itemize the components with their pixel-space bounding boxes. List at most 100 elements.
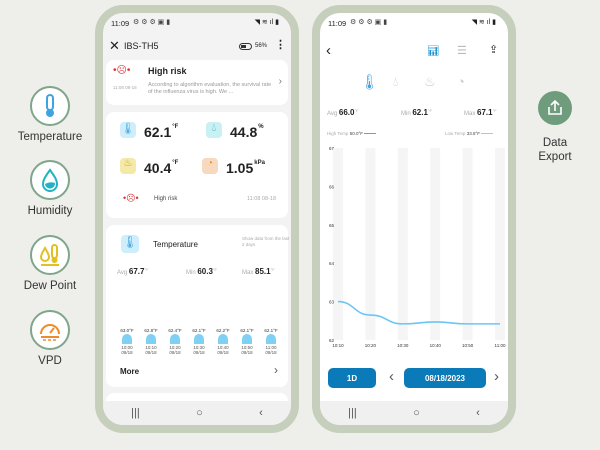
y-tick-label: 63 bbox=[329, 300, 335, 305]
battery-icon bbox=[239, 43, 252, 50]
bar-mark bbox=[242, 334, 252, 344]
dew-point-tab-icon[interactable]: ♨ bbox=[424, 74, 436, 89]
y-tick-label: 65 bbox=[329, 223, 335, 228]
bar-date: 08/18 bbox=[193, 350, 205, 355]
previous-date-button[interactable]: ‹ bbox=[389, 368, 394, 385]
thermometer-icon: 🌡︎ bbox=[121, 235, 139, 253]
dew-point-icon: ♨ bbox=[120, 158, 136, 174]
bar-value: 62.4°F bbox=[168, 328, 182, 333]
vpd-tab-icon[interactable]: ◔ bbox=[457, 74, 465, 89]
back-button[interactable]: ‹ bbox=[476, 407, 480, 419]
back-button[interactable]: ‹ bbox=[259, 407, 263, 419]
card-title: Temperature bbox=[153, 240, 198, 249]
range-1d-button[interactable]: 1D bbox=[328, 368, 376, 388]
grid-band bbox=[333, 148, 343, 340]
low-line-swatch bbox=[481, 133, 494, 135]
grid-band bbox=[462, 148, 473, 340]
risk-status: High risk bbox=[154, 196, 178, 202]
gauge-icon bbox=[30, 310, 70, 350]
bar-date: 08/18 bbox=[241, 350, 253, 355]
grid-band bbox=[430, 148, 441, 340]
x-tick-label: 10:50 bbox=[462, 343, 474, 348]
recent-apps-button[interactable]: ||| bbox=[131, 407, 140, 419]
bar-date: 08/18 bbox=[121, 350, 133, 355]
bar-value: 62.2°F bbox=[216, 328, 230, 333]
min-stat: Min 60.3°F bbox=[186, 267, 217, 276]
thermometer-icon bbox=[30, 86, 70, 126]
dew-point-icon bbox=[30, 235, 70, 275]
feature-label: Temperature bbox=[17, 131, 83, 143]
data-export-label: Export bbox=[538, 151, 572, 163]
bar-time: 10:30 bbox=[193, 345, 205, 350]
more-menu-icon[interactable]: ⋮ bbox=[275, 39, 286, 51]
home-button[interactable]: ○ bbox=[413, 407, 420, 419]
bar-item: 62.1°F 10:30 08/18 bbox=[189, 328, 209, 355]
x-tick-label: 10:10 bbox=[332, 343, 344, 348]
android-nav-bar: ||| ○ ‹ bbox=[103, 401, 291, 425]
bar-date: 08/18 bbox=[169, 350, 181, 355]
risk-alert-card[interactable]: •☹• High risk 11:08 08-18 According to a… bbox=[106, 60, 288, 105]
bar-time: 10:20 bbox=[169, 345, 181, 350]
data-range-note: Show data from the last 2 days bbox=[242, 236, 290, 247]
bar-value: 62.1°F bbox=[192, 328, 206, 333]
android-nav-bar: ||| ○ ‹ bbox=[320, 401, 508, 425]
bar-date: 08/18 bbox=[217, 350, 229, 355]
bar-item: 62.2°F 10:40 08/18 bbox=[213, 328, 233, 355]
date-picker-button[interactable]: 08/18/2023 bbox=[404, 368, 486, 388]
max-stat: Max 67.1°F bbox=[464, 108, 497, 117]
max-stat: Max 85.1°F bbox=[242, 267, 275, 276]
temperature-line-chart[interactable]: 10:10 10:20 10:30 10:40 10:50 11:00 62 63 64 65 66… bbox=[320, 143, 508, 353]
temperature-value: 62.1°F bbox=[144, 124, 179, 140]
bar-item: 62.4°F 10:20 08/18 bbox=[165, 328, 185, 355]
x-tick-label: 10:20 bbox=[365, 343, 377, 348]
feature-humidity: Humidity bbox=[10, 160, 90, 217]
feature-temperature: Temperature bbox=[10, 86, 90, 143]
temperature-tab-icon[interactable]: 🌡︎ bbox=[360, 74, 380, 91]
feature-dew-point: Dew Point bbox=[10, 235, 90, 292]
bar-time: 10:40 bbox=[217, 345, 229, 350]
feature-label: Dew Point bbox=[23, 280, 77, 292]
bar-mark bbox=[122, 334, 132, 344]
humidity-tab-icon[interactable]: 💧︎ bbox=[393, 74, 399, 89]
signal-icons: ◥ ≋ ıl ▮ bbox=[471, 19, 496, 26]
data-export-icon bbox=[538, 91, 572, 125]
virus-risk-icon: •☹• bbox=[113, 65, 131, 76]
avg-stat: Avg 66.0°F bbox=[327, 108, 359, 117]
chart-view-icon[interactable]: 📊︎ bbox=[427, 46, 440, 57]
high-temp-legend: High Temp 50.0°F bbox=[327, 131, 377, 136]
x-tick-label: 11:00 bbox=[495, 343, 506, 348]
bar-date: 08/18 bbox=[145, 350, 157, 355]
water-drop-icon: 💧︎ bbox=[206, 122, 222, 138]
risk-title: High risk bbox=[148, 66, 187, 76]
chevron-right-icon[interactable]: › bbox=[274, 363, 278, 377]
vpd-value: 1.05kPa bbox=[226, 160, 265, 176]
low-temp-legend: Low Temp 33.8°F bbox=[445, 131, 494, 136]
x-tick-label: 10:30 bbox=[397, 343, 409, 348]
more-link[interactable]: More bbox=[120, 367, 140, 376]
back-arrow-icon[interactable]: ‹ bbox=[326, 42, 331, 59]
bar-time: 10:10 bbox=[145, 345, 157, 350]
bar-mark bbox=[194, 334, 204, 344]
y-tick-label: 62 bbox=[329, 338, 335, 343]
grid-band bbox=[495, 148, 505, 340]
status-icons: ⚙ ⚙ ⚙ ▣ ▮ bbox=[350, 19, 388, 26]
bar-item: 62.1°F 10:50 08/18 bbox=[237, 328, 257, 355]
grid-band bbox=[365, 148, 376, 340]
status-icons: ⚙ ⚙ ⚙ ▣ ▮ bbox=[133, 19, 171, 26]
bar-date: 08/18 bbox=[265, 350, 277, 355]
bar-mark bbox=[266, 334, 276, 344]
close-icon[interactable]: ✕ bbox=[109, 38, 120, 53]
virus-risk-icon: •☹• bbox=[123, 193, 139, 203]
list-view-icon[interactable]: ☰ bbox=[457, 45, 467, 57]
share-export-icon[interactable]: ⇪ bbox=[489, 44, 499, 56]
data-export-label: Data bbox=[542, 137, 568, 149]
temperature-series-line bbox=[337, 300, 500, 325]
feature-label: VPD bbox=[38, 355, 62, 367]
home-button[interactable]: ○ bbox=[196, 407, 203, 419]
bar-mark bbox=[146, 334, 156, 344]
bar-time: 10:50 bbox=[241, 345, 253, 350]
grid-band bbox=[397, 148, 408, 340]
chevron-right-icon: › bbox=[278, 76, 282, 87]
next-date-button[interactable]: › bbox=[494, 368, 499, 385]
recent-apps-button[interactable]: ||| bbox=[348, 407, 357, 419]
